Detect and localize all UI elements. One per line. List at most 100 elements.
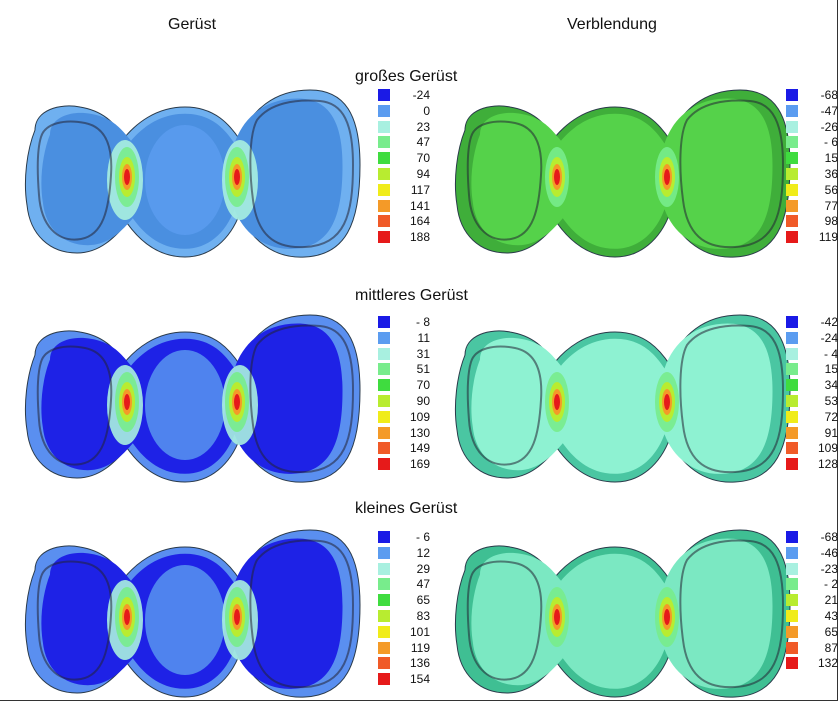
stress-hotspot-icon — [225, 372, 249, 432]
legend-swatch — [786, 120, 798, 133]
legend-swatch — [786, 152, 798, 165]
legend-entry: - 8 — [378, 315, 438, 331]
stress-hotspot-icon — [115, 147, 139, 207]
legend-value: 72 — [824, 409, 838, 424]
veneer-model — [454, 89, 791, 258]
legend-swatch — [378, 104, 390, 117]
legend-swatch — [378, 673, 390, 686]
legend-value: - 2 — [823, 577, 838, 592]
legend-swatch — [786, 199, 798, 212]
legend-swatch — [786, 394, 798, 407]
legend-value: 70 — [416, 151, 430, 166]
legend-entry: 87 — [786, 641, 839, 657]
legend-swatch — [786, 458, 798, 471]
legend-entry: 12 — [378, 546, 438, 562]
legend-value: 109 — [817, 441, 838, 456]
legend-entry: - 2 — [786, 577, 839, 593]
legend-value: -26 — [820, 119, 838, 134]
legend-swatch — [378, 379, 390, 392]
legend-entry: 94 — [378, 167, 438, 183]
legend-entry: 11 — [378, 331, 438, 347]
legend-swatch — [786, 609, 798, 622]
legend-entry: 101 — [378, 625, 438, 641]
legend-swatch — [786, 625, 798, 638]
legend-entry: 23 — [378, 120, 438, 136]
legend-value: - 6 — [415, 530, 430, 544]
legend-value: 164 — [409, 214, 430, 229]
stress-hotspot-icon — [545, 587, 569, 647]
legend-value: 154 — [409, 672, 430, 687]
legend-swatch — [378, 152, 390, 165]
veneer-model-surface — [471, 538, 773, 689]
legend-value: 43 — [824, 608, 838, 623]
legend-swatch — [786, 231, 798, 244]
legend-swatch — [378, 347, 390, 360]
legend-entry: -24 — [378, 88, 438, 104]
veneer-model-abutment-right — [679, 539, 785, 689]
legend-swatch — [378, 410, 390, 423]
legend-value: 130 — [409, 425, 430, 440]
legend-value: 23 — [416, 119, 430, 134]
legend-entry: 70 — [378, 378, 438, 394]
legend-swatch — [378, 531, 390, 543]
framework-model — [24, 89, 361, 258]
legend-swatch — [378, 562, 390, 575]
stress-hotspot-icon — [115, 587, 139, 647]
legend-value: 119 — [410, 640, 430, 655]
legend-value: 141 — [409, 198, 430, 213]
legend-value: 128 — [817, 457, 838, 472]
legend-value: 31 — [416, 346, 430, 361]
legend-entry: -47 — [786, 104, 839, 120]
legend-value: -42 — [820, 315, 838, 329]
legend-value: 119 — [818, 230, 838, 245]
legend-entry: 65 — [378, 593, 438, 609]
legend-entry: 47 — [378, 577, 438, 593]
stress-hotspot-icon — [545, 147, 569, 207]
column-header-veneer: Verblendung — [567, 16, 657, 33]
row-title: großes Gerüst — [355, 68, 458, 85]
legend-value: -24 — [412, 88, 430, 102]
legend-value: -47 — [820, 103, 838, 118]
legend-swatch — [378, 199, 390, 212]
legend-swatch — [786, 183, 798, 196]
legend-swatch — [786, 167, 798, 180]
legend-swatch — [378, 426, 390, 439]
legend-entry: -46 — [786, 546, 839, 562]
legend-value: -46 — [820, 545, 838, 560]
legend-value: 47 — [416, 135, 430, 150]
legend-entry: 154 — [378, 672, 438, 688]
stress-hotspot-icon — [225, 147, 249, 207]
legend-entry: 83 — [378, 609, 438, 625]
legend-value: -68 — [820, 530, 838, 544]
legend-value: 77 — [824, 198, 838, 213]
legend-value: 91 — [824, 425, 838, 440]
legend-value: 53 — [824, 393, 838, 408]
legend-swatch — [378, 363, 390, 376]
legend-swatch — [378, 458, 390, 471]
legend-value: 12 — [416, 545, 430, 560]
stress-hotspot-icon — [545, 372, 569, 432]
legend-entry: - 4 — [786, 347, 839, 363]
framework-legend: - 6 12 29 47 65 83 101 119 136 154 — [378, 530, 438, 688]
legend-swatch — [378, 625, 390, 638]
framework-legend: - 8 11 31 51 70 90 109 130 149 169 — [378, 315, 438, 473]
legend-swatch — [786, 594, 798, 607]
legend-swatch — [378, 136, 390, 149]
veneer-model — [454, 314, 791, 483]
stress-hotspot-icon — [225, 587, 249, 647]
legend-entry: 128 — [786, 457, 839, 473]
legend-entry: 188 — [378, 230, 438, 246]
legend-value: 11 — [417, 330, 430, 345]
legend-value: 101 — [409, 624, 430, 639]
legend-value: 149 — [409, 441, 430, 456]
legend-swatch — [378, 120, 390, 133]
legend-value: 83 — [416, 608, 430, 623]
veneer-model-surface — [471, 323, 773, 474]
legend-entry: 72 — [786, 410, 839, 426]
legend-entry: 117 — [378, 183, 438, 199]
legend-swatch — [786, 641, 798, 654]
legend-entry: 98 — [786, 214, 839, 230]
legend-value: 15 — [824, 362, 838, 377]
legend-value: 21 — [824, 593, 838, 608]
legend-value: 15 — [824, 151, 838, 166]
